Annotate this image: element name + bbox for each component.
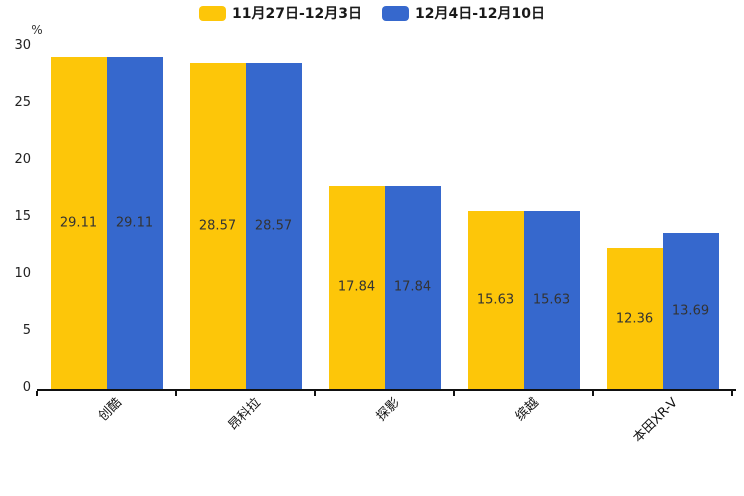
bar-value-label: 28.57 [198, 218, 237, 234]
x-category-label: 探影 [373, 395, 403, 425]
y-axis-unit-label: % [31, 23, 43, 37]
x-category-label: 昂科拉 [225, 395, 264, 434]
bar-week2 [384, 185, 441, 389]
bar-value-label: 15.63 [532, 292, 571, 308]
bar-week1 [467, 210, 524, 389]
x-axis-tick [592, 391, 594, 396]
bar-week2 [106, 57, 163, 389]
bar-value-label: 29.11 [59, 215, 98, 231]
x-axis-tick [175, 391, 177, 396]
bar-value-label: 17.84 [337, 279, 376, 295]
bar-week1 [50, 57, 107, 389]
legend-swatch-week2 [382, 6, 409, 21]
y-tick-label: 10 [14, 266, 31, 281]
legend-item-week2[interactable]: 12月4日-12月10日 [382, 6, 545, 21]
bar-week2 [245, 63, 302, 389]
bar-week1 [189, 63, 246, 389]
bar-value-label: 12.36 [615, 311, 654, 327]
bar-week1 [328, 185, 385, 389]
bar-value-label: 15.63 [476, 292, 515, 308]
bar-week2 [523, 210, 580, 389]
x-category-label: 本田XR-V [630, 395, 681, 446]
x-axis-tick [36, 391, 38, 396]
y-tick-label: 25 [14, 95, 31, 110]
y-tick-label: 15 [14, 209, 31, 224]
y-tick-label: 5 [22, 323, 31, 338]
bar-value-label: 13.69 [671, 303, 710, 319]
legend-label-week2: 12月4日-12月10日 [415, 5, 545, 22]
bar-week1 [606, 248, 663, 389]
bar-value-label: 17.84 [393, 279, 432, 295]
x-axis-tick [314, 391, 316, 396]
y-tick-label: 20 [14, 152, 31, 167]
legend-item-week1[interactable]: 11月27日-12月3日 [199, 6, 362, 21]
x-category-label: 创酷 [95, 395, 125, 425]
x-axis-tick [453, 391, 455, 396]
legend-label-week1: 11月27日-12月3日 [232, 5, 362, 22]
chart-legend: 11月27日-12月3日 12月4日-12月10日 [0, 6, 744, 21]
legend-swatch-week1 [199, 6, 226, 21]
bar-week2 [662, 232, 719, 389]
x-axis-tick [731, 391, 733, 396]
y-tick-label: 0 [22, 380, 31, 395]
x-axis-line [37, 389, 736, 391]
y-tick-label: 30 [14, 38, 31, 53]
x-category-label: 缤越 [512, 395, 542, 425]
bar-value-label: 28.57 [254, 218, 293, 234]
bar-value-label: 29.11 [115, 215, 154, 231]
